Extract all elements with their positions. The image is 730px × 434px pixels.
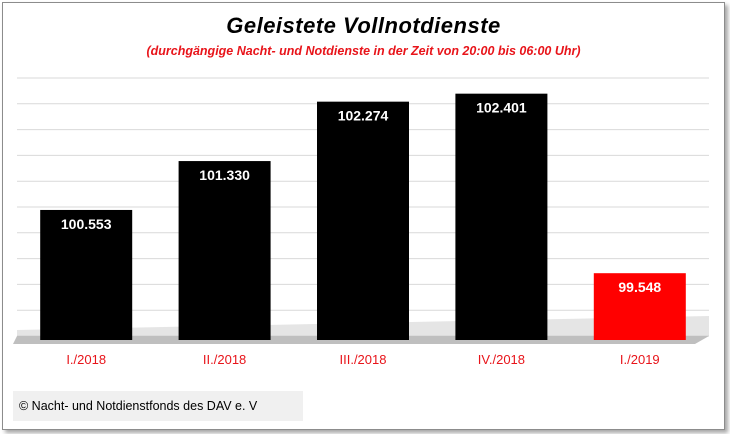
chart-title: Geleistete Vollnotdienste (226, 13, 501, 38)
bar (317, 101, 409, 340)
chart-subtitle: (durchgängige Nacht- und Notdienste in d… (146, 44, 581, 58)
bar (593, 273, 686, 340)
bar (455, 93, 548, 340)
bar-value-label: 102.274 (338, 108, 389, 124)
category-label: I./2019 (620, 352, 660, 367)
bar-value-label: 102.401 (476, 100, 527, 116)
category-label: IV./2018 (478, 352, 525, 367)
category-label: II./2018 (203, 352, 246, 367)
bar-value-label: 99.548 (618, 279, 661, 295)
category-label: III./2018 (340, 352, 387, 367)
bar-value-label: 101.330 (199, 167, 250, 183)
bar (178, 161, 271, 340)
bar-value-label: 100.553 (61, 216, 112, 232)
bar-chart: 100.553 I./2018 101.330 II./2018 102.274 III.… (13, 77, 709, 367)
category-label: I./2018 (66, 352, 106, 367)
chart-frame: Geleistete Vollnotdienste (durchgängige … (2, 2, 725, 430)
bar (40, 209, 133, 340)
copyright-footer: © Nacht- und Notdienstfonds des DAV e. V (13, 391, 303, 421)
